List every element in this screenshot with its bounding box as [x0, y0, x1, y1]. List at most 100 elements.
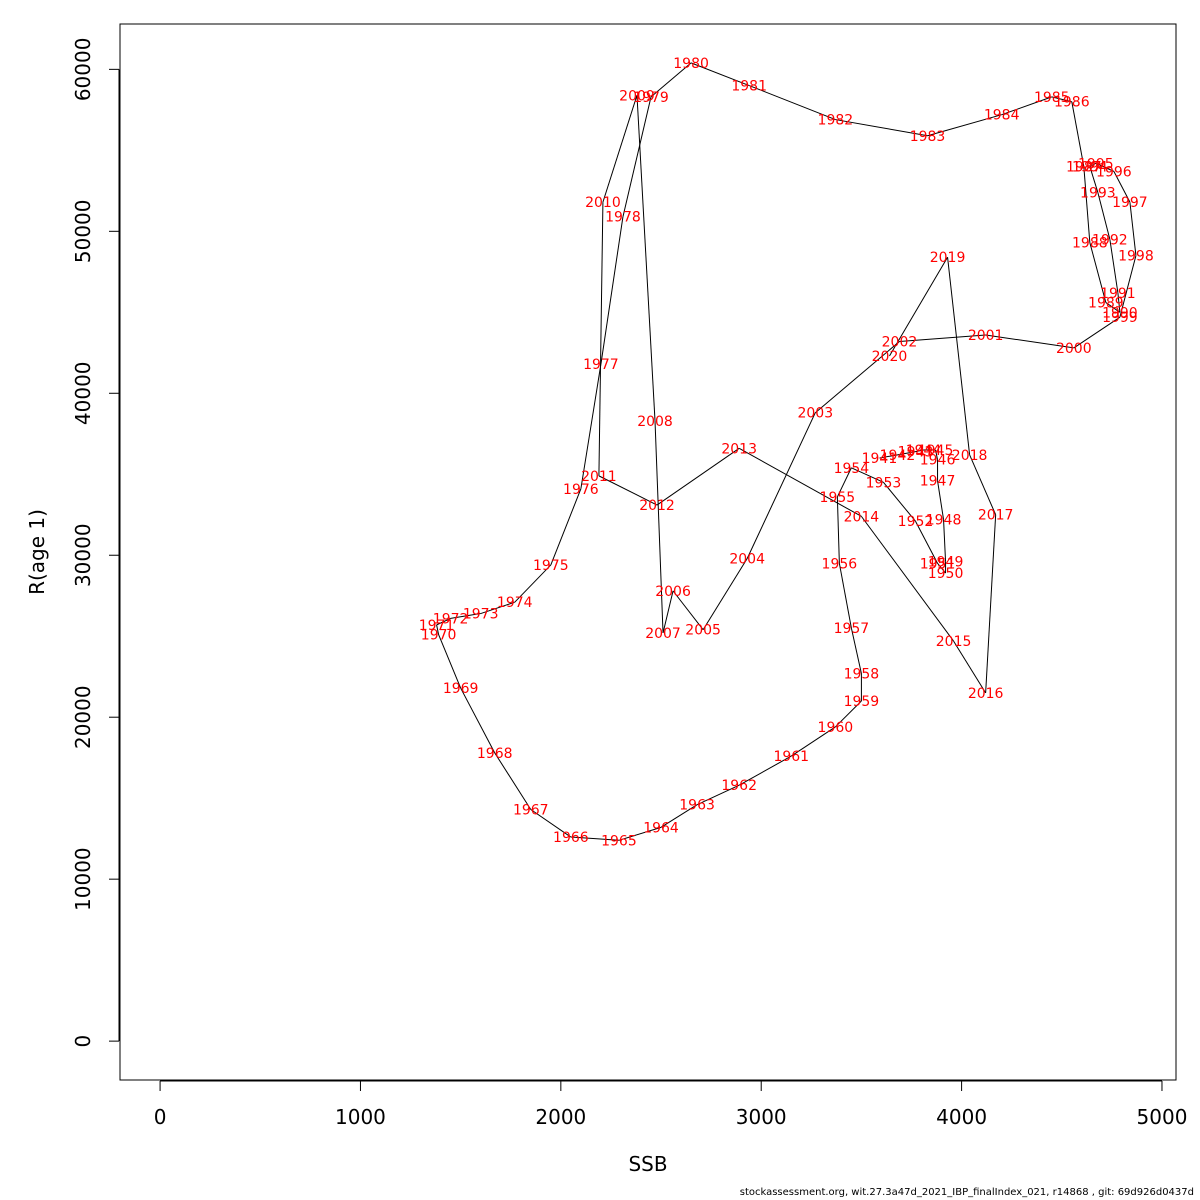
trajectory-segment: [1089, 166, 1099, 193]
trajectory-segment: [836, 496, 840, 564]
trajectory-segment: [836, 467, 852, 498]
year-label: 1996: [1096, 164, 1132, 180]
year-label: 2011: [581, 469, 617, 485]
trajectory-segment: [618, 826, 662, 841]
year-label: 1959: [844, 694, 880, 710]
year-label: 1991: [1100, 286, 1136, 302]
year-label: 1987: [1066, 160, 1102, 176]
trajectory-segment: [985, 334, 1074, 349]
trajectory-segment: [953, 640, 987, 694]
x-tick-label: 2000: [535, 1105, 586, 1129]
year-label: 1963: [679, 798, 715, 814]
year-label: 2019: [930, 250, 966, 266]
trajectory-segment: [570, 836, 619, 841]
trajectory-segment: [600, 216, 624, 365]
year-label: 1943: [898, 445, 934, 461]
year-label: 2020: [872, 349, 908, 365]
y-tick-label: 60000: [71, 38, 95, 102]
trajectory-segment: [738, 755, 792, 786]
trajectory-segment: [654, 420, 664, 634]
year-label: 1971: [419, 618, 455, 634]
year-label: 2015: [936, 634, 972, 650]
year-label: 1985: [1034, 90, 1070, 106]
year-label: 1982: [818, 113, 854, 129]
year-label: 1956: [822, 556, 858, 572]
trajectory-segment: [915, 520, 938, 564]
y-tick-label: 40000: [71, 361, 95, 425]
trajectory-segment: [738, 447, 862, 517]
year-label: 1984: [984, 108, 1020, 124]
year-label: 1944: [906, 443, 942, 459]
year-label: 2017: [978, 508, 1014, 524]
year-label: 1954: [834, 461, 870, 477]
trajectory-segment: [897, 451, 916, 456]
trajectory-segment: [672, 590, 704, 631]
year-label: 1952: [898, 514, 934, 530]
year-label: 2004: [729, 551, 765, 567]
trajectory-segment: [650, 62, 692, 98]
trajectory-segment: [530, 809, 572, 838]
trajectory-segment: [969, 454, 997, 515]
year-label: 1992: [1092, 232, 1128, 248]
y-axis-label: R(age 1): [25, 509, 49, 595]
trajectory-segment: [702, 558, 748, 631]
year-label: 1961: [773, 749, 809, 765]
trajectory-segment: [850, 628, 862, 674]
trajectory-segment: [550, 488, 582, 566]
trajectory-segment: [660, 804, 698, 828]
x-tick-label: 1000: [335, 1105, 386, 1129]
trajectory-segment: [835, 700, 862, 728]
trajectory-segment: [696, 784, 740, 806]
year-label: 1946: [920, 453, 956, 469]
y-tick-label: 10000: [71, 847, 95, 911]
trajectory-segment: [1117, 292, 1121, 313]
x-tick-label: 4000: [936, 1105, 987, 1129]
trajectory-segment: [937, 480, 945, 520]
trajectory-segment: [790, 726, 836, 757]
footer-source: stockassessment.org, wit.27.3a47d_2021_I…: [739, 1187, 1194, 1198]
trajectory-segment: [835, 119, 928, 137]
year-label: 1966: [553, 830, 589, 846]
trajectory-segment: [883, 482, 916, 522]
y-tick-label: 30000: [71, 523, 95, 587]
year-label: 1995: [1078, 156, 1114, 172]
trajectory-segment: [814, 341, 900, 414]
year-label: 1947: [920, 474, 956, 490]
trajectory-segment: [460, 687, 496, 754]
year-label: 2014: [844, 509, 880, 525]
trajectory-segment: [622, 96, 652, 217]
year-label: 1953: [866, 475, 902, 491]
trajectory-segment: [1095, 162, 1115, 172]
year-label: 1973: [463, 607, 499, 623]
year-label: 1976: [563, 482, 599, 498]
trajectory-segment: [985, 514, 997, 693]
trajectory-segment: [899, 334, 986, 342]
y-tick-label: 20000: [71, 685, 95, 749]
trajectory-segment: [915, 449, 924, 453]
year-label: 1962: [721, 778, 757, 794]
trajectory-segment: [746, 412, 816, 559]
year-label: 1975: [533, 558, 569, 574]
year-label: 2008: [637, 414, 673, 430]
year-label: 2009: [619, 88, 655, 104]
year-label: 1960: [818, 720, 854, 736]
trajectory-segment: [1089, 162, 1097, 167]
trajectory-segment: [494, 752, 532, 810]
year-label: 1986: [1054, 95, 1090, 111]
year-label: 1988: [1072, 236, 1108, 252]
year-label: 2006: [655, 584, 691, 600]
trajectory-segment: [438, 634, 462, 689]
year-label: 1957: [834, 621, 870, 637]
year-label: 1994: [1072, 160, 1108, 176]
trajectory-segment: [602, 95, 638, 203]
trajectory-segment: [636, 95, 656, 421]
year-label: 1967: [513, 803, 549, 819]
trajectory-segment: [1105, 302, 1121, 313]
year-label: 1958: [844, 666, 880, 682]
trajectory-segment: [598, 475, 658, 506]
year-label: 1968: [477, 746, 513, 762]
trajectory-segment: [450, 613, 481, 619]
trajectory-segment: [580, 364, 602, 489]
